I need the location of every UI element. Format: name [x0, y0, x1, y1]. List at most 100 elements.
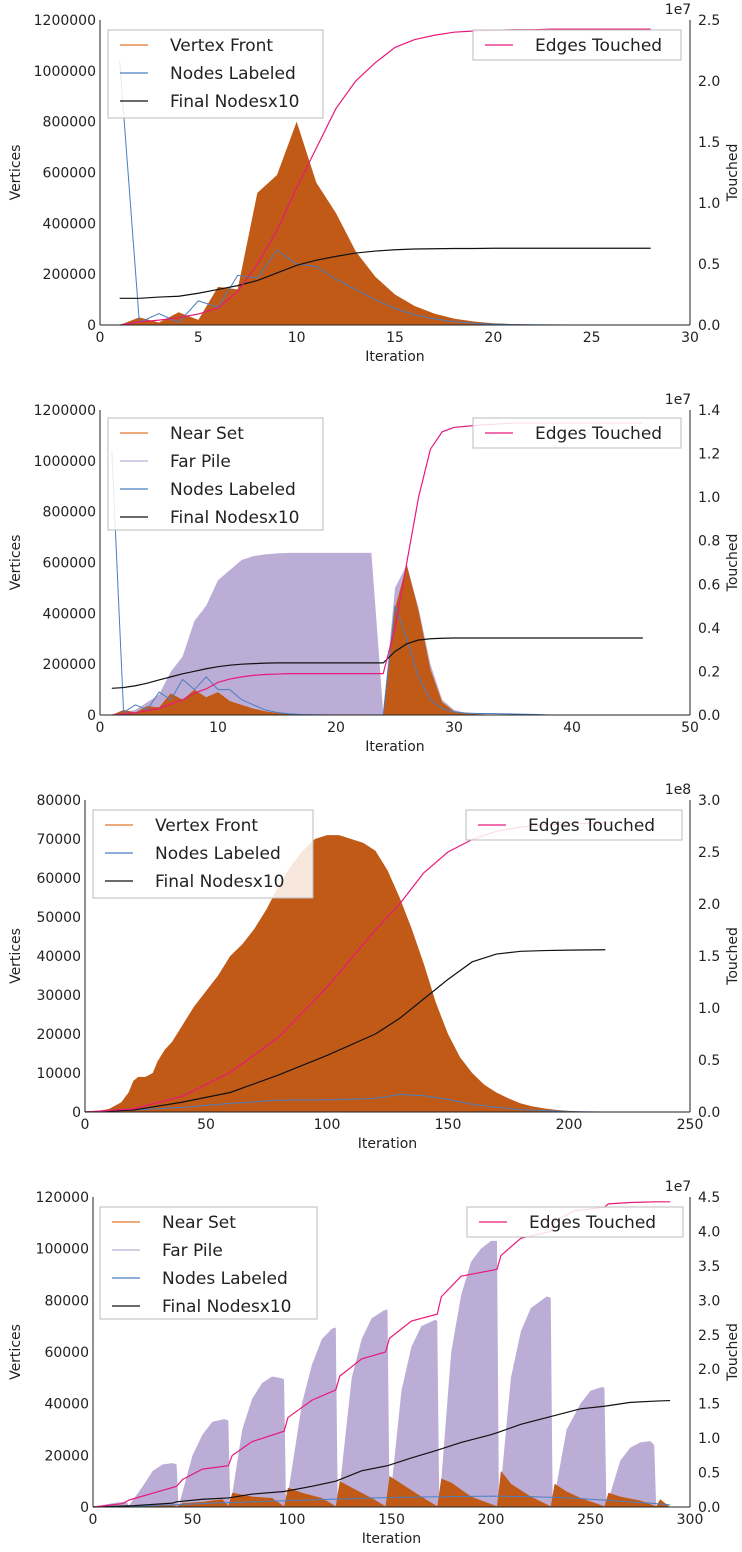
y2-tick-label: 1.0 — [698, 1431, 720, 1447]
y2-tick-label: 1.5 — [698, 135, 720, 151]
x-tick-label: 15 — [386, 330, 404, 346]
legend-label-edges-touched: Edges Touched — [528, 816, 655, 836]
y2-tick-label: 3.5 — [698, 1259, 720, 1275]
legend-box — [107, 417, 324, 531]
y-tick-label: 50000 — [36, 910, 81, 926]
y2-axis-label: Touched — [725, 534, 741, 593]
y2-tick-label: 1.0 — [698, 196, 720, 212]
x-tick-label: 0 — [89, 1512, 98, 1528]
legend-right: Edges Touched — [466, 1206, 684, 1238]
legend-label-final-nodesx10: Final Nodesx10 — [162, 1297, 292, 1317]
legend-label-final-nodesx10: Final Nodesx10 — [170, 92, 300, 112]
area-far-pile — [111, 552, 549, 715]
legend-label-nodes-labeled: Nodes Labeled — [162, 1269, 288, 1289]
y2-tick-label: 0.0 — [698, 1105, 720, 1121]
y2-tick-label: 0.2 — [698, 664, 720, 680]
y2-tick-label: 2.5 — [698, 845, 720, 861]
y-tick-label: 0 — [80, 1500, 89, 1516]
y-tick-label: 120000 — [36, 1190, 89, 1206]
legend-label-vertex-front: Vertex Front — [170, 36, 273, 56]
y2-tick-label: 4.5 — [698, 1190, 720, 1206]
y2-tick-label: 1.5 — [698, 1397, 720, 1413]
y-tick-label: 400000 — [43, 606, 96, 622]
y-tick-label: 80000 — [36, 793, 81, 809]
x-tick-label: 200 — [478, 1512, 505, 1528]
y-axis-label: Vertices — [8, 535, 24, 591]
legend-label-far-pile: Far Pile — [162, 1241, 223, 1261]
y-axis-label: Vertices — [8, 145, 24, 201]
x-tick-label: 10 — [288, 330, 306, 346]
y-tick-label: 40000 — [44, 1397, 89, 1413]
legend-label-edges-touched: Edges Touched — [535, 36, 662, 56]
line-final-nodesx10 — [119, 247, 651, 299]
y-tick-label: 10000 — [36, 1066, 81, 1082]
legend-label-near-set: Near Set — [162, 1213, 236, 1233]
y2-tick-label: 1.0 — [698, 490, 720, 506]
line-final-nodesx10 — [111, 637, 643, 689]
legend-label-final-nodesx10: Final Nodesx10 — [170, 508, 300, 528]
y-tick-label: 800000 — [43, 505, 96, 521]
legend-left: Vertex Front Nodes Labeled Final Nodesx10 — [92, 809, 314, 899]
legend-label-nodes-labeled: Nodes Labeled — [170, 64, 296, 84]
y2-multiplier: 1e8 — [665, 782, 691, 798]
x-axis-label: Iteration — [362, 1531, 421, 1547]
legend-label-near-set: Near Set — [170, 424, 244, 444]
area-far-pile — [93, 1240, 671, 1507]
x-tick-label: 0 — [96, 720, 105, 736]
chart-panel-2: 0 10 20 30 40 50 0 200000 400000 600000 800000 1000… — [8, 392, 741, 755]
y-tick-label: 20000 — [44, 1448, 89, 1464]
y2-tick-label: 0.8 — [698, 534, 720, 550]
x-tick-label: 30 — [681, 330, 699, 346]
area-near-set — [93, 1470, 671, 1507]
legend-left: Near Set Far Pile Nodes Labeled Final Nodes… — [99, 1206, 318, 1320]
x-tick-label: 250 — [677, 1117, 704, 1133]
y2-tick-label: 1.5 — [698, 949, 720, 965]
chart-panel-3: 0 50 100 150 200 250 0 10000 20000 30000 40000 5000… — [8, 782, 741, 1152]
x-axis-label: Iteration — [358, 1136, 417, 1152]
legend-left: Near Set Far Pile Nodes Labeled Final Nodes… — [107, 417, 324, 531]
y2-tick-label: 2.5 — [698, 1328, 720, 1344]
x-tick-label: 40 — [563, 720, 581, 736]
y2-tick-label: 3.0 — [698, 1293, 720, 1309]
x-tick-label: 10 — [209, 720, 227, 736]
y2-tick-label: 0.0 — [698, 1500, 720, 1516]
legend-right: Edges Touched — [465, 809, 683, 841]
y-tick-label: 30000 — [36, 988, 81, 1004]
x-tick-label: 30 — [445, 720, 463, 736]
x-tick-label: 0 — [96, 330, 105, 346]
legend-label-vertex-front: Vertex Front — [155, 816, 258, 836]
y-tick-label: 800000 — [43, 115, 96, 131]
y-tick-label: 0 — [87, 318, 96, 334]
y-tick-label: 40000 — [36, 949, 81, 965]
x-tick-label: 50 — [197, 1117, 215, 1133]
y2-multiplier: 1e7 — [665, 1179, 691, 1195]
chart-panel-4: 0 50 100 150 200 250 300 0 20000 40000 60000 80000 1… — [8, 1179, 741, 1547]
y2-tick-label: 0.6 — [698, 577, 720, 593]
y2-tick-label: 1.4 — [698, 403, 720, 419]
line-final-nodesx10 — [92, 1399, 671, 1508]
legend-label-edges-touched: Edges Touched — [535, 424, 662, 444]
y2-tick-label: 4.0 — [698, 1224, 720, 1240]
legend-label-far-pile: Far Pile — [170, 452, 231, 472]
area-vertex-front — [119, 121, 651, 326]
y-axis-label: Vertices — [8, 1324, 24, 1380]
y-axis-label: Vertices — [8, 928, 24, 984]
line-nodes-labeled — [92, 1495, 671, 1508]
chart-panel-1: 0 5 10 15 20 25 30 0 200000 400000 600000 800000 100… — [8, 2, 741, 365]
y2-tick-label: 0.4 — [698, 621, 720, 637]
x-tick-label: 150 — [378, 1512, 405, 1528]
y2-tick-label: 2.5 — [698, 13, 720, 29]
x-tick-label: 300 — [677, 1512, 704, 1528]
y-tick-label: 60000 — [44, 1345, 89, 1361]
y-tick-label: 1200000 — [34, 13, 96, 29]
legend-label-final-nodesx10: Final Nodesx10 — [155, 872, 285, 892]
line-edges-touched — [111, 422, 643, 716]
x-tick-label: 250 — [577, 1512, 604, 1528]
x-tick-label: 200 — [556, 1117, 583, 1133]
line-final-nodesx10 — [84, 949, 606, 1113]
y-tick-label: 100000 — [36, 1242, 89, 1258]
y-tick-label: 60000 — [36, 871, 81, 887]
y-tick-label: 0 — [87, 708, 96, 724]
x-axis-label: Iteration — [365, 739, 424, 755]
x-tick-label: 0 — [81, 1117, 90, 1133]
